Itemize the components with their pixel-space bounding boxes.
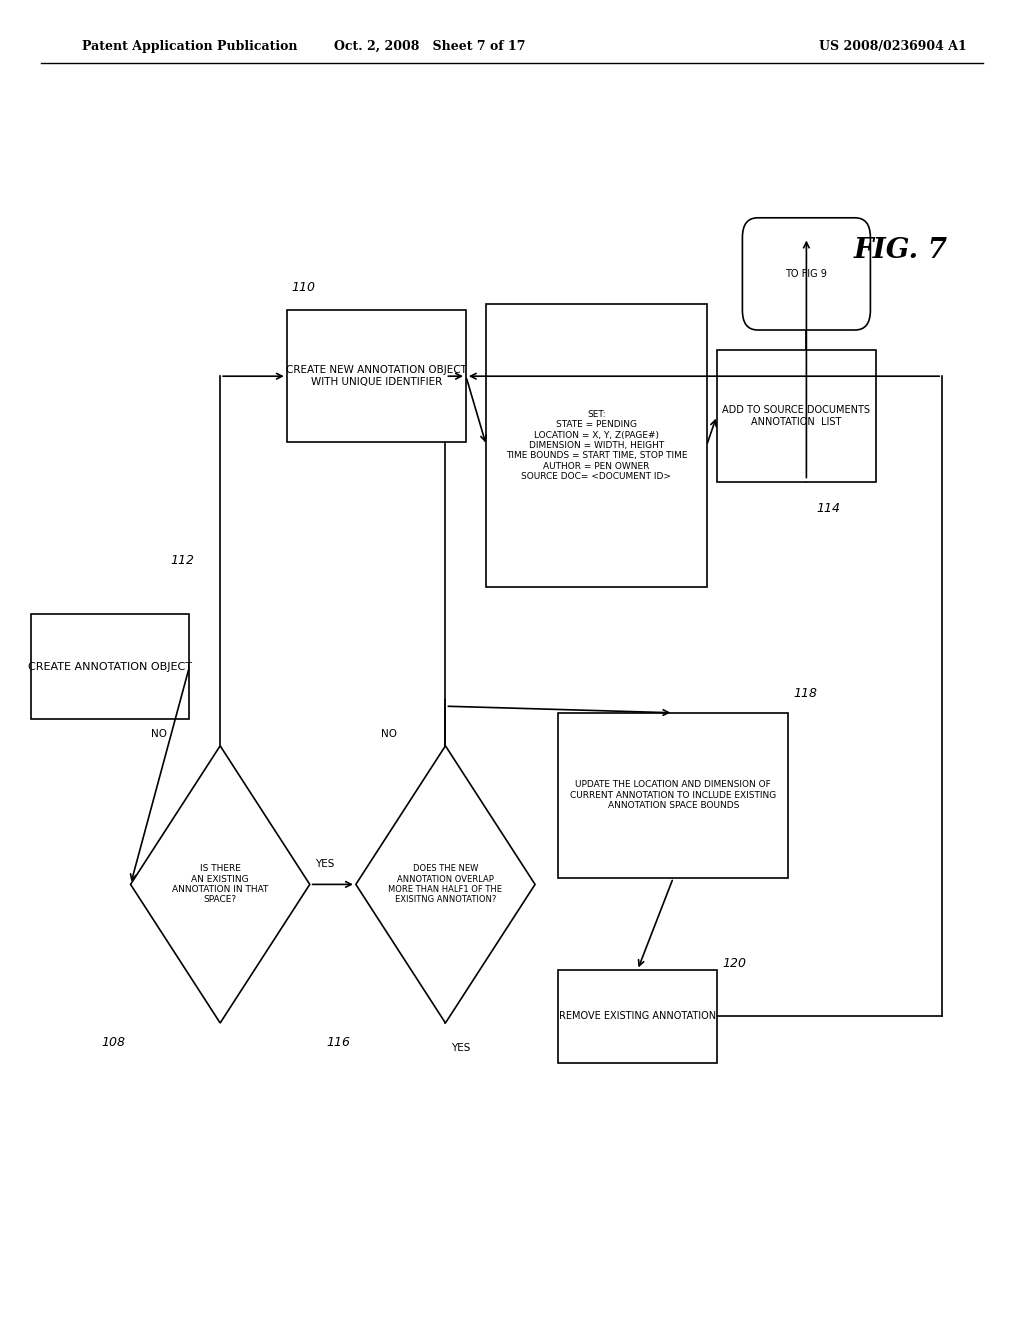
Text: US 2008/0236904 A1: US 2008/0236904 A1 (819, 40, 967, 53)
Text: SET:
STATE = PENDING
LOCATION = X, Y, Z(PAGE#)
DIMENSION = WIDTH, HEIGHT
TIME BO: SET: STATE = PENDING LOCATION = X, Y, Z(… (506, 409, 687, 482)
Text: CREATE ANNOTATION OBJECT: CREATE ANNOTATION OBJECT (28, 661, 193, 672)
Text: YES: YES (451, 1043, 470, 1053)
Polygon shape (131, 746, 309, 1023)
Text: Oct. 2, 2008   Sheet 7 of 17: Oct. 2, 2008 Sheet 7 of 17 (334, 40, 526, 53)
Text: UPDATE THE LOCATION AND DIMENSION OF
CURRENT ANNOTATION TO INCLUDE EXISTING
ANNO: UPDATE THE LOCATION AND DIMENSION OF CUR… (570, 780, 776, 810)
Text: ADD TO SOURCE DOCUMENTS
ANNOTATION  LIST: ADD TO SOURCE DOCUMENTS ANNOTATION LIST (722, 405, 870, 426)
Text: NO: NO (381, 729, 397, 739)
FancyBboxPatch shape (558, 713, 788, 878)
Text: 108: 108 (101, 1036, 125, 1049)
FancyBboxPatch shape (717, 350, 876, 482)
Polygon shape (356, 746, 535, 1023)
Text: NO: NO (151, 729, 167, 739)
Text: Patent Application Publication: Patent Application Publication (82, 40, 297, 53)
Text: 120: 120 (722, 957, 745, 970)
Text: 116: 116 (327, 1036, 350, 1049)
FancyBboxPatch shape (742, 218, 870, 330)
Text: 118: 118 (794, 686, 817, 700)
Text: DOES THE NEW
ANNOTATION OVERLAP
MORE THAN HALF1 OF THE
EXISITNG ANNOTATION?: DOES THE NEW ANNOTATION OVERLAP MORE THA… (388, 865, 503, 904)
Text: CREATE NEW ANNOTATION OBJECT
WITH UNIQUE IDENTIFIER: CREATE NEW ANNOTATION OBJECT WITH UNIQUE… (286, 366, 467, 387)
Text: 112: 112 (171, 554, 195, 568)
Text: IS THERE
AN EXISTING
ANNOTATION IN THAT
SPACE?: IS THERE AN EXISTING ANNOTATION IN THAT … (172, 865, 268, 904)
Text: REMOVE EXISTING ANNOTATION: REMOVE EXISTING ANNOTATION (559, 1011, 716, 1022)
Text: FIG. 7: FIG. 7 (854, 238, 948, 264)
Text: YES: YES (315, 858, 334, 869)
FancyBboxPatch shape (558, 970, 717, 1063)
Text: TO FIG 9: TO FIG 9 (785, 269, 827, 279)
FancyBboxPatch shape (31, 614, 189, 719)
FancyBboxPatch shape (287, 310, 466, 442)
Text: 114: 114 (817, 502, 841, 515)
Text: 110: 110 (292, 281, 315, 294)
FancyBboxPatch shape (486, 304, 707, 587)
